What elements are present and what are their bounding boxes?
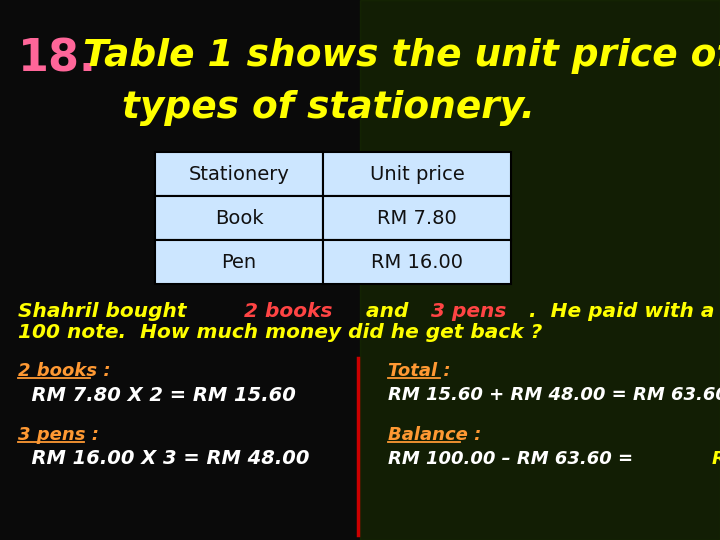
Text: Unit price: Unit price <box>369 165 464 184</box>
Text: RM 16.00: RM 16.00 <box>371 253 463 272</box>
Bar <box>360 0 720 540</box>
Bar <box>155 196 323 240</box>
Text: 3 pens: 3 pens <box>431 302 507 321</box>
Text: Total :: Total : <box>388 362 451 380</box>
Bar <box>155 152 323 196</box>
Text: 100 note.  How much money did he get back ?: 100 note. How much money did he get back… <box>18 323 542 342</box>
Text: Book: Book <box>215 208 264 227</box>
Text: RM 15.60 + RM 48.00 = RM 63.60: RM 15.60 + RM 48.00 = RM 63.60 <box>388 386 720 404</box>
Text: and: and <box>359 302 415 321</box>
Text: RM 16.00 X 3 = RM 48.00: RM 16.00 X 3 = RM 48.00 <box>18 449 310 468</box>
Text: Pen: Pen <box>222 253 256 272</box>
Text: types of stationery.: types of stationery. <box>70 90 535 126</box>
Text: Shahril bought: Shahril bought <box>18 302 194 321</box>
Text: .  He paid with a RM: . He paid with a RM <box>528 302 720 321</box>
Text: RM 7.80: RM 7.80 <box>377 208 457 227</box>
Text: 2 books :: 2 books : <box>18 362 111 380</box>
Text: 3 pens :: 3 pens : <box>18 426 99 444</box>
Text: RM 100.00 – RM 63.60 =: RM 100.00 – RM 63.60 = <box>388 450 639 468</box>
Bar <box>155 240 323 284</box>
Text: Table 1 shows the unit price of two: Table 1 shows the unit price of two <box>70 38 720 74</box>
Text: RM 36.40: RM 36.40 <box>712 450 720 468</box>
Bar <box>323 152 511 196</box>
Bar <box>323 196 511 240</box>
Text: Stationery: Stationery <box>189 165 289 184</box>
Bar <box>323 240 511 284</box>
Text: 18.: 18. <box>18 38 97 81</box>
Text: Balance :: Balance : <box>388 426 482 444</box>
Text: RM 7.80 X 2 = RM 15.60: RM 7.80 X 2 = RM 15.60 <box>18 386 296 405</box>
Text: 2 books: 2 books <box>245 302 333 321</box>
